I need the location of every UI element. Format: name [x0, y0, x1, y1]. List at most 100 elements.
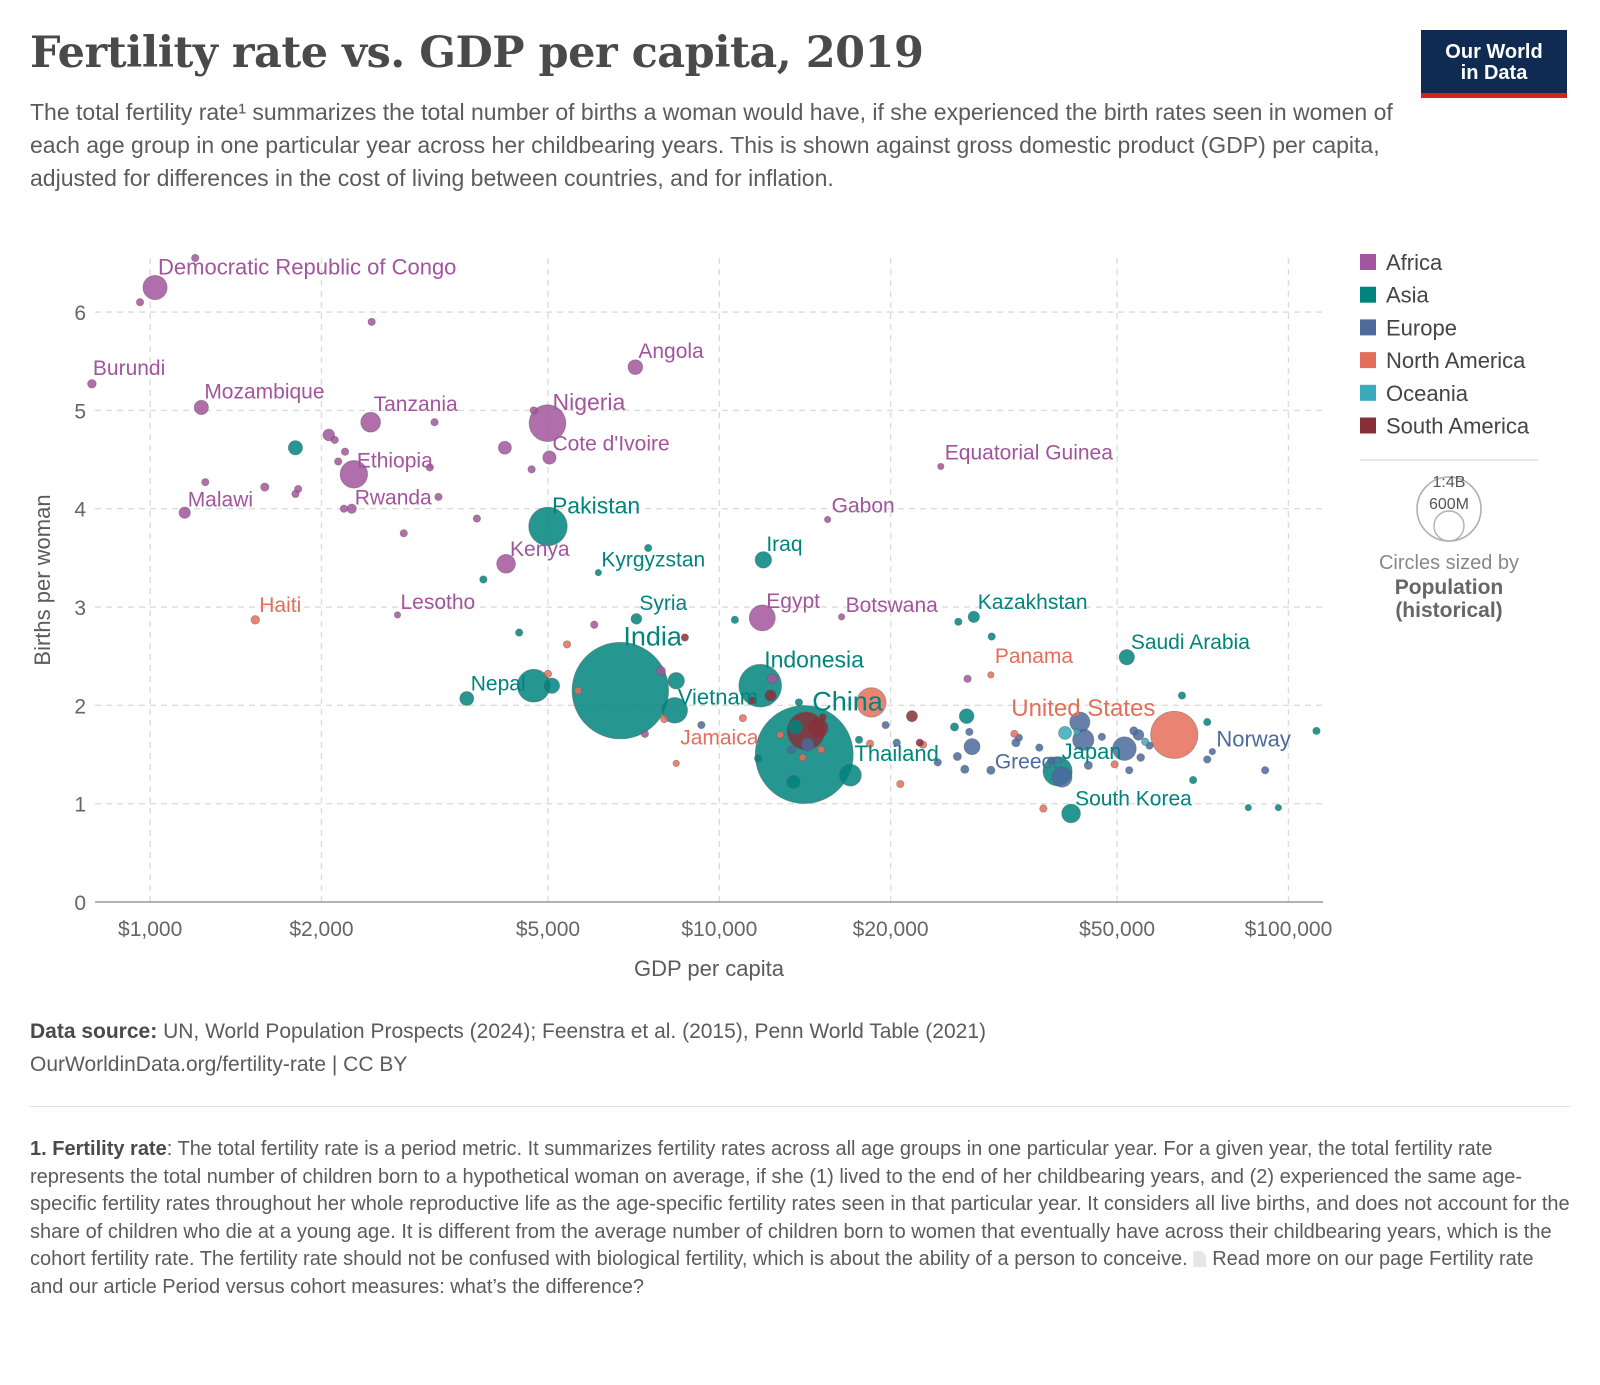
data-point	[1189, 776, 1198, 785]
data-point	[627, 359, 644, 375]
data-point	[528, 404, 567, 442]
point-label: Thailand	[854, 741, 938, 766]
data-point	[1047, 756, 1056, 765]
legend: Africa Asia Europe North America Oceania Sout…	[1360, 250, 1538, 461]
point-labels: Democratic Republic of Congo Burundi Mozam…	[93, 254, 1291, 810]
data-point	[1058, 725, 1072, 740]
point-label: United States	[1011, 695, 1155, 722]
divider	[30, 1106, 1570, 1107]
footnote: 1. Fertility rate: The total fertility r…	[30, 1136, 1570, 1301]
y-tick-label: 1	[74, 794, 86, 817]
data-point	[776, 730, 785, 739]
data-point	[1112, 736, 1137, 761]
footnote-label: 1. Fertility rate	[30, 1138, 167, 1160]
data-point	[1203, 717, 1212, 727]
data-point	[1274, 804, 1282, 812]
logo-line-2: in Data	[1460, 61, 1528, 84]
data-point	[542, 450, 557, 465]
data-point	[667, 672, 685, 690]
point-label: India	[623, 622, 683, 652]
data-point	[1051, 766, 1073, 788]
data-point	[672, 759, 680, 767]
data-point	[747, 696, 756, 705]
point-label: Gabon	[832, 495, 895, 518]
data-point	[393, 611, 402, 619]
data-point	[644, 543, 653, 553]
data-point	[339, 504, 348, 513]
point-label: Kazakhstan	[978, 591, 1088, 614]
grid-lines	[95, 258, 1323, 902]
point-label: Lesotho	[400, 591, 475, 614]
data-point	[986, 765, 996, 775]
y-tick-label: 2	[74, 695, 86, 718]
point-label: Malawi	[188, 489, 253, 512]
data-point	[1261, 766, 1270, 775]
data-point	[367, 317, 376, 326]
data-point	[527, 465, 536, 474]
source-link[interactable]: OurWorldinData.org/fertility-rate | CC B…	[30, 1053, 408, 1076]
data-point	[965, 727, 974, 736]
point-label: Pakistan	[552, 492, 640, 518]
point-label: Haiti	[259, 594, 301, 617]
legend-swatch	[1360, 384, 1376, 401]
size-legend-value: 600M	[1429, 496, 1469, 513]
point-label: Rwanda	[355, 487, 432, 510]
data-point	[786, 775, 801, 789]
data-point	[562, 640, 572, 649]
data-point	[178, 506, 191, 519]
data-point	[1110, 760, 1119, 769]
data-point	[1073, 728, 1081, 736]
data-point	[933, 758, 942, 767]
logo-line-1: Our World	[1445, 40, 1543, 63]
data-point	[340, 447, 350, 456]
data-point	[590, 620, 599, 629]
data-point	[680, 633, 689, 642]
data-point	[963, 738, 981, 756]
footnote-text: : The total fertility rate is a period m…	[30, 1138, 1570, 1270]
data-point	[287, 440, 303, 456]
data-point	[529, 406, 538, 415]
point-label: Kenya	[510, 538, 570, 561]
x-tick-label: $20,000	[853, 918, 929, 941]
data-point	[661, 697, 688, 724]
subtitle-text: The total fertility rate¹ summarizes the…	[30, 99, 1393, 191]
data-point	[954, 617, 963, 626]
size-legend: 1:4B 600M Circles sized byPopulation(histo…	[1379, 474, 1519, 622]
data-point	[798, 753, 807, 762]
data-point	[1061, 803, 1081, 824]
data-point	[787, 719, 803, 735]
data-point	[1129, 726, 1139, 736]
data-point	[1083, 760, 1093, 770]
data-point	[472, 514, 481, 523]
data-point	[1312, 726, 1321, 735]
data-point	[915, 738, 924, 747]
data-point	[767, 673, 778, 685]
point-label: Kyrgyzstan	[601, 549, 705, 572]
data-point	[434, 492, 443, 501]
data-point	[1141, 737, 1150, 746]
data-point	[496, 554, 516, 574]
data-point	[339, 460, 369, 489]
data-point	[906, 710, 918, 723]
size-legend-caption: Population	[1395, 576, 1504, 599]
read-more-link[interactable]: Read more on our page Fertility rate and…	[30, 1248, 1534, 1298]
point-label: South Korea	[1075, 788, 1192, 811]
data-point	[1035, 743, 1044, 752]
data-point	[958, 708, 975, 724]
data-source: Data source: UN, World Population Prospe…	[30, 1015, 986, 1081]
point-label: Norway	[1216, 727, 1291, 752]
point-label: China	[812, 687, 884, 717]
data-point	[748, 604, 776, 632]
data-point	[1150, 710, 1199, 759]
data-point	[459, 691, 475, 706]
data-point	[1010, 729, 1019, 738]
owid-logo[interactable]: Our World in Data	[1421, 30, 1567, 98]
document-icon	[1193, 1251, 1207, 1267]
data-point	[865, 739, 875, 748]
data-point	[817, 745, 826, 754]
point-label: Burundi	[93, 357, 165, 380]
legend-label: Oceania	[1386, 381, 1469, 406]
legend-swatch	[1360, 254, 1376, 270]
data-point	[967, 610, 980, 623]
data-point	[543, 669, 553, 678]
